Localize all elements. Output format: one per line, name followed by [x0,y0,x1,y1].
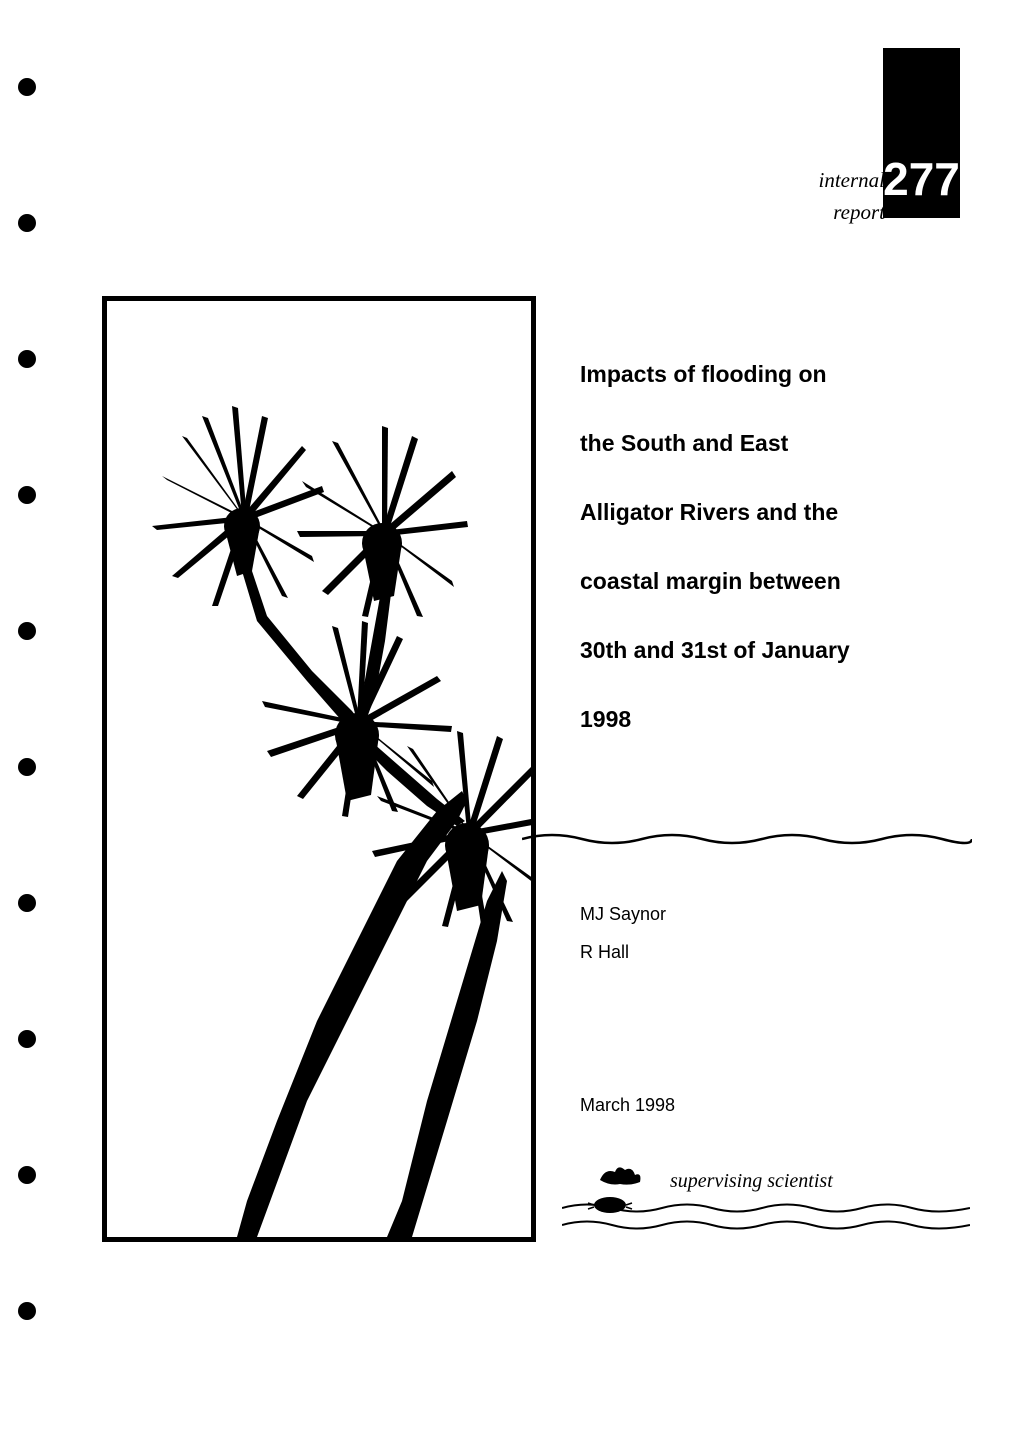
cover-illustration-frame [102,296,536,1242]
footer-org-name: supervising scientist [670,1170,833,1193]
bullet-dot [18,350,36,368]
bullet-dot [18,1166,36,1184]
bullet-dot [18,894,36,912]
title-line: Alligator Rivers and the [580,478,950,547]
author-name: R Hall [580,934,666,972]
author-name: MJ Saynor [580,896,666,934]
report-number-box: 277 [883,48,960,218]
bullet-dot [18,622,36,640]
bullet-dot [18,78,36,96]
title-line: Impacts of flooding on [580,340,950,409]
bullet-dot [18,214,36,232]
header-label-line2: report [819,197,886,229]
pandanus-illustration [107,301,531,1237]
bullet-dot [18,1030,36,1048]
wavy-divider [562,1215,970,1235]
title-line: 1998 [580,685,950,754]
wavy-divider [522,829,972,849]
bullet-dot [18,1302,36,1320]
margin-bullets [18,78,36,1320]
header-label-line1: internal [819,165,886,197]
authors-block: MJ Saynor R Hall [580,896,666,972]
title-line: coastal margin between [580,547,950,616]
publication-date: March 1998 [580,1095,675,1116]
report-title: Impacts of flooding on the South and Eas… [580,340,950,754]
bullet-dot [18,486,36,504]
title-line: 30th and 31st of January [580,616,950,685]
header-label: internal report [819,165,886,228]
bullet-dot [18,758,36,776]
title-line: the South and East [580,409,950,478]
report-number: 277 [883,152,960,206]
